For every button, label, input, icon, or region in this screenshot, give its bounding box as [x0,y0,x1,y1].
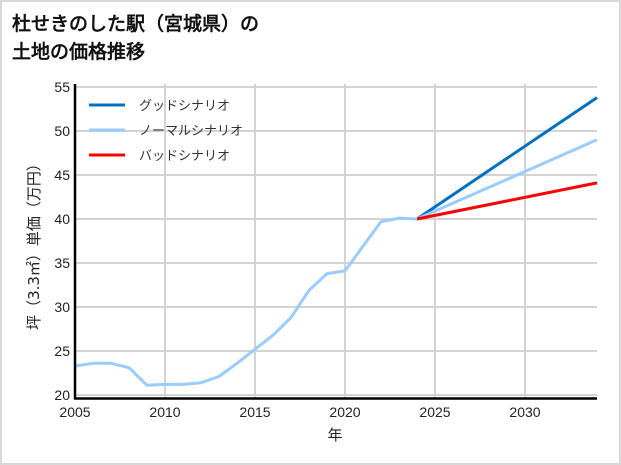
axes [73,84,597,400]
series-line [416,181,598,221]
y-tick-labels: 20 25 30 35 40 45 50 55 [54,79,70,403]
x-tick-label: 2015 [239,404,270,420]
y-tick-label: 20 [54,387,70,403]
y-tick-label: 40 [54,211,70,227]
chart-title-line2: 土地の価格推移 [12,41,146,63]
grid-lines [75,84,597,398]
y-tick-label: 25 [54,343,70,359]
x-tick-label: 2020 [329,404,360,420]
x-tick-labels: 2005 2010 2015 2020 2025 2030 [59,404,540,420]
series-line [416,138,598,221]
legend-label: バッドシナリオ [139,149,230,164]
y-axis-label: 坪（3.3㎡）単価（万円） [25,156,43,330]
data-series [74,96,598,387]
x-axis-label: 年 [327,426,342,444]
x-tick-label: 2030 [509,404,540,420]
x-tick-label: 2025 [419,404,450,420]
legend-label: グッドシナリオ [139,99,230,114]
legend-label: ノーマルシナリオ [139,124,243,139]
chart-title: 杜せきのした駅（宮城県）の 土地の価格推移 [12,10,259,66]
y-tick-label: 30 [54,299,70,315]
series-line [416,96,598,221]
series-line [74,216,418,387]
x-tick-label: 2010 [149,404,180,420]
x-tick-label: 2005 [59,404,90,420]
y-tick-label: 50 [54,123,70,139]
y-tick-label: 45 [54,167,70,183]
y-tick-label: 55 [54,79,70,95]
chart-title-line1: 杜せきのした駅（宮城県）の [12,13,260,35]
y-tick-label: 35 [54,255,70,271]
